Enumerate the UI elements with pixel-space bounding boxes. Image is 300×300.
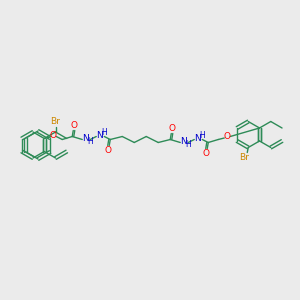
Text: H: H	[199, 131, 205, 140]
Text: O: O	[203, 149, 210, 158]
Text: N: N	[96, 131, 103, 140]
Text: O: O	[50, 131, 57, 140]
Text: N: N	[82, 134, 88, 143]
Text: H: H	[87, 137, 93, 146]
Text: O: O	[224, 132, 231, 141]
Text: Br: Br	[51, 118, 61, 127]
Text: N: N	[180, 137, 187, 146]
Text: O: O	[71, 121, 78, 130]
Text: H: H	[101, 128, 106, 137]
Text: H: H	[185, 140, 191, 149]
Text: O: O	[169, 124, 176, 133]
Text: O: O	[105, 146, 112, 155]
Text: Br: Br	[239, 153, 249, 162]
Text: N: N	[194, 134, 201, 143]
